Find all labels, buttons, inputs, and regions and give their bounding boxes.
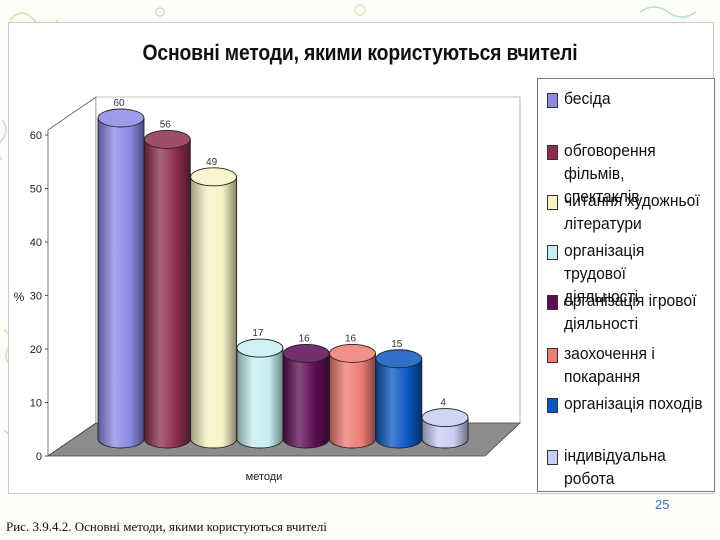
legend-swatch [547,398,558,413]
data-label-8: 4 [440,398,446,409]
bar-5 [282,343,330,449]
data-label-7: 15 [391,339,403,350]
legend-swatch [547,295,558,310]
legend-label: обговорення фільмів, спектаклів [564,141,656,206]
bar-8 [421,408,469,449]
legend-swatch [547,245,558,260]
data-label-2: 56 [160,119,172,130]
y-tick-label: 40 [30,237,42,249]
legend-label: заохочення і покарання [564,344,655,386]
legend-label: організація ігрової діяльності [564,291,697,333]
legend-label: організація походів [564,394,703,413]
legend-label: індивідуальна робота [564,446,666,488]
legend-swatch [547,348,558,363]
bar-7 [375,349,423,449]
bar-1 [97,108,145,449]
y-tick-label: 0 [36,451,42,463]
y-tick-label: 20 [30,344,42,356]
y-tick-label: 10 [30,398,42,410]
legend-label: читання художньої літератури [564,191,700,233]
chart-title: Основні методи, якими користуються вчите… [142,40,578,65]
legend-label: організація трудової діяльності [564,241,645,306]
bar-2 [143,129,191,449]
data-label-6: 16 [345,333,357,344]
figure-caption: Рис. 3.9.4.2. Основні методи, якими кори… [6,519,327,534]
legend-swatch [547,450,558,465]
y-tick-label: 30 [30,291,42,303]
legend-swatch [547,93,558,108]
bar-3 [190,167,238,449]
data-label-3: 49 [206,157,218,168]
legend-label: бесіда [564,89,611,108]
data-label-5: 16 [299,333,311,344]
data-label-1: 60 [113,98,125,109]
legend-swatch [547,195,558,210]
bar-6 [329,343,376,449]
chart-side-wall [47,96,97,457]
data-label-4: 17 [252,328,264,339]
legend-swatch [547,145,558,160]
page-number: 25 [655,497,670,512]
bar-4 [236,338,284,449]
y-axis-label: % [14,290,25,304]
chart-legend: бесіда обговорення фільмів, спектаклів чит… [537,78,715,492]
y-tick-label: 50 [30,184,42,196]
y-tick-label: 60 [30,130,42,142]
x-axis-label: методи [246,471,283,483]
